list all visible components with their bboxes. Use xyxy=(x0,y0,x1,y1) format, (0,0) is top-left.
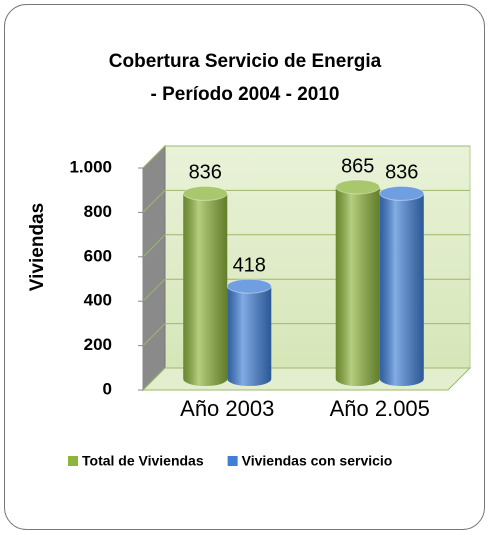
bar-top xyxy=(182,185,228,201)
y-tick-label: 200 xyxy=(84,335,112,354)
legend-label: Viviendas con servicio xyxy=(242,453,393,469)
y-tick-label: 1.000 xyxy=(69,157,112,176)
bar-top xyxy=(226,278,272,294)
y-tick-label: 800 xyxy=(84,202,112,221)
grid-line xyxy=(142,278,166,302)
bar-shade xyxy=(227,286,272,387)
grid-line xyxy=(142,323,166,346)
bar-shade xyxy=(183,193,228,387)
bar-top xyxy=(335,179,381,195)
legend-label: Total de Viviendas xyxy=(82,453,204,469)
data-label: 836 xyxy=(385,162,418,184)
bar-top-shine xyxy=(379,186,424,201)
grid-line xyxy=(142,145,166,169)
y-tick-label: 0 xyxy=(103,379,112,398)
chart-title: - Período 2004 - 2010 xyxy=(150,84,339,105)
grid-line xyxy=(142,190,166,213)
bar-top xyxy=(379,185,425,201)
bar-shade xyxy=(379,193,424,387)
legend-swatch xyxy=(68,456,78,466)
data-label: 836 xyxy=(189,162,222,184)
bar-top-shine xyxy=(227,279,272,294)
y-axis-label: Viviendas xyxy=(27,203,48,291)
data-label: 865 xyxy=(341,155,374,177)
x-tick-label: Año 2003 xyxy=(180,396,274,421)
bar-top-shine xyxy=(335,179,380,194)
side-wall xyxy=(142,144,166,392)
data-label: 418 xyxy=(233,254,266,276)
legend-swatch xyxy=(227,456,238,466)
y-tick-label: 600 xyxy=(84,246,112,265)
bar-shade xyxy=(335,186,380,387)
bar-top-shine xyxy=(183,186,228,201)
grid-line xyxy=(142,234,166,258)
x-tick-label: Año 2.005 xyxy=(330,396,430,421)
y-tick-label: 400 xyxy=(84,291,112,310)
chart-title: Cobertura Servicio de Energia xyxy=(109,51,382,72)
grid-line xyxy=(142,367,166,391)
